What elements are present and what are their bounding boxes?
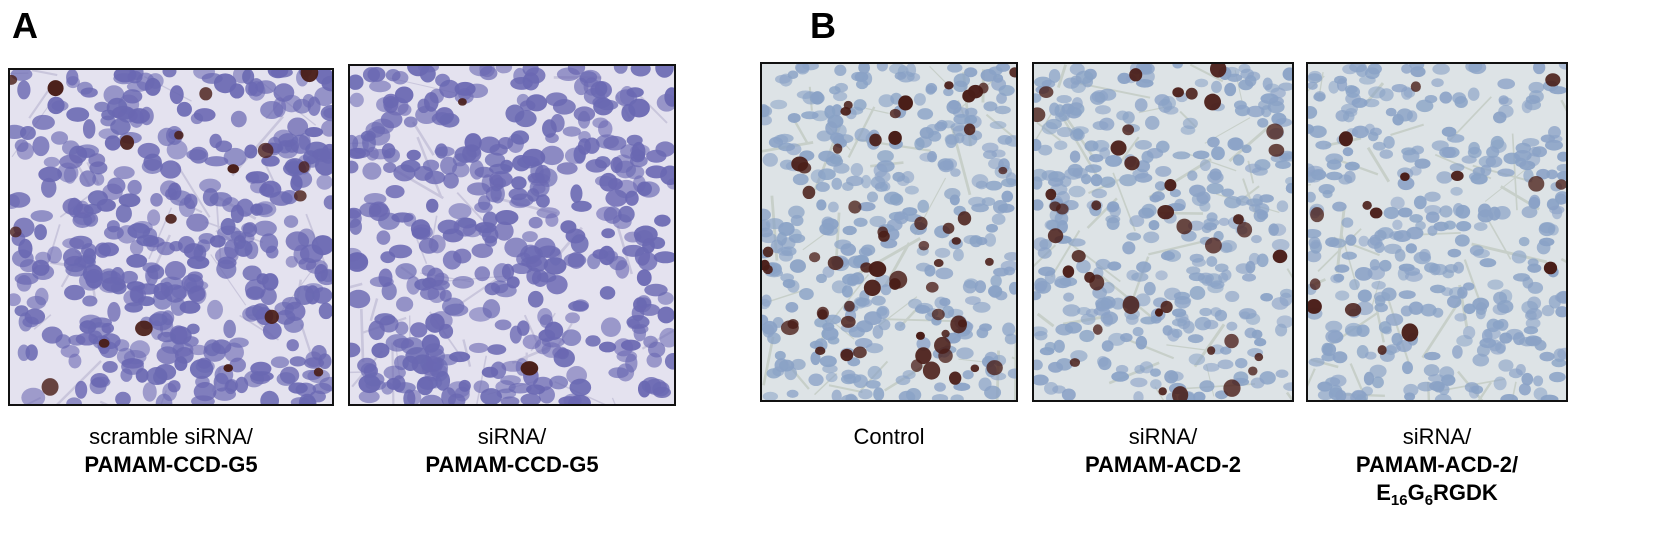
caption-peptide: E16G6RGDK [1306,479,1568,509]
caption-line: Control [853,424,925,449]
caption-line: siRNA/ [477,424,547,449]
micrograph-control [760,62,1018,402]
peptide-part: RGDK [1433,480,1498,505]
caption-sirna-acd-2: siRNA/ PAMAM-ACD-2 [1032,423,1294,479]
caption-formulation: PAMAM-ACD-2 [1084,452,1242,477]
caption-sirna-ccd-g5: siRNA/ PAMAM-CCD-G5 [348,423,676,479]
micrograph-sirna-acd-2-rgdk [1306,62,1568,402]
caption-scramble-sirna: scramble siRNA/ PAMAM-CCD-G5 [8,423,334,479]
peptide-subscript: 16 [1390,492,1408,509]
peptide-part: E [1376,480,1391,505]
caption-formulation: PAMAM-CCD-G5 [425,452,599,477]
caption-line: scramble siRNA/ [89,424,253,449]
caption-control: Control [760,423,1018,451]
caption-sirna-acd-2-rgdk: siRNA/ PAMAM-ACD-2/ E16G6RGDK [1306,423,1568,509]
micrograph-sirna-acd-2 [1032,62,1294,402]
caption-formulation: PAMAM-ACD-2/ [1355,452,1519,477]
peptide-subscript: 6 [1424,492,1434,509]
peptide-part: G [1407,480,1425,505]
panel-label-a: A [12,5,38,46]
caption-line: siRNA/ [1128,424,1198,449]
micrograph-sirna-ccd-g5 [348,64,676,406]
panel-label-b: B [810,5,836,46]
caption-line: siRNA/ [1402,424,1472,449]
micrograph-scramble-sirna [8,68,334,406]
caption-formulation: PAMAM-CCD-G5 [84,452,258,477]
